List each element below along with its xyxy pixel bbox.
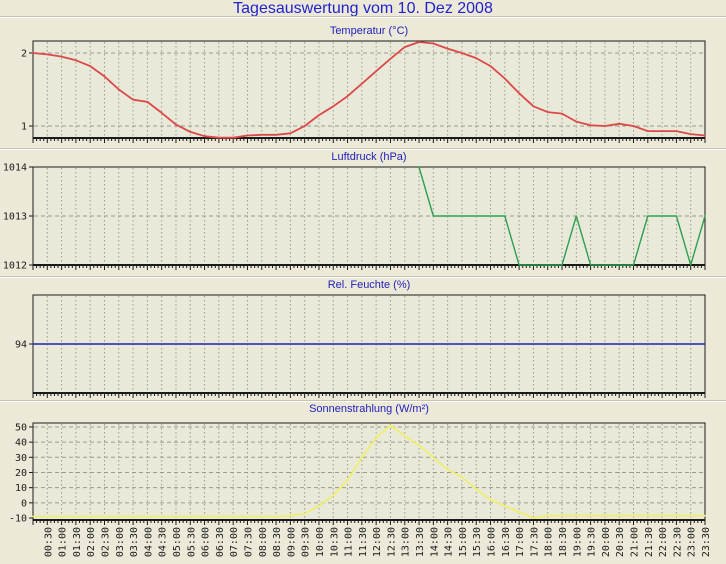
x-tick-label: 23:30 <box>701 527 712 557</box>
x-tick-label: 12:30 <box>386 527 397 557</box>
x-tick-label: 09:00 <box>286 527 297 557</box>
x-tick-label: 02:00 <box>86 527 97 557</box>
luftdruck-line <box>418 166 706 266</box>
luftdruck-ytick-label: 1014 <box>3 163 27 174</box>
x-tick-label: 07:00 <box>229 527 240 557</box>
x-tick-label: 10:30 <box>329 527 340 557</box>
feuchte-ytick-label: 94 <box>15 340 27 351</box>
x-tick-label: 16:00 <box>487 527 498 557</box>
x-tick-label: 03:00 <box>115 527 126 557</box>
humidity-chart-title: Rel. Feuchte (%) <box>327 279 411 291</box>
x-tick-label: 05:30 <box>186 527 197 557</box>
x-tick-label: 21:00 <box>630 527 641 557</box>
separator-line <box>0 276 726 278</box>
luftdruck-ytick-label: 1012 <box>3 261 27 272</box>
sonnenstrahlung-ytick-label: 20 <box>15 468 27 479</box>
x-tick-label: 01:30 <box>72 527 83 557</box>
temperatur-ytick-label: 1 <box>21 122 27 133</box>
solar-chart-title: Sonnenstrahlung (W/m²) <box>309 403 429 415</box>
x-tick-label: 15:30 <box>472 527 483 557</box>
x-tick-label: 16:30 <box>501 527 512 557</box>
luftdruck-chart: 1014 1013 1012 <box>3 163 706 272</box>
sonnenstrahlung-ytick-label: 10 <box>15 483 27 494</box>
x-tick-label: 10:00 <box>315 527 326 557</box>
x-tick-label: 07:30 <box>243 527 254 557</box>
separator-line <box>0 400 726 402</box>
x-tick-label: 11:00 <box>344 527 355 557</box>
page-title: Tagesauswertung vom 10. Dez 2008 <box>233 0 493 17</box>
sonnenstrahlung-ytick-label: 50 <box>15 422 27 433</box>
sonnenstrahlung-ytick-label: 30 <box>15 453 27 464</box>
x-tick-label: 03:30 <box>129 527 140 557</box>
x-tick-label: 02:30 <box>100 527 111 557</box>
temperatur-line <box>32 41 706 139</box>
x-tick-label: 18:30 <box>558 527 569 557</box>
sonnenstrahlung-ytick-label: 0 <box>21 498 27 509</box>
x-tick-label: 15:00 <box>458 527 469 557</box>
x-tick-label: 20:30 <box>615 527 626 557</box>
x-tick-label: 08:00 <box>258 527 269 557</box>
temperature-chart-title: Temperatur (°C) <box>329 25 409 37</box>
x-axis-labels: 00:30 01:00 01:30 02:00 02:30 03:00 03:30 04:00… <box>43 527 712 557</box>
separator-line <box>0 148 726 150</box>
x-tick-label: 23:00 <box>687 527 698 557</box>
x-tick-label: 04:00 <box>143 527 154 557</box>
x-tick-label: 00:30 <box>43 527 54 557</box>
feuchte-chart: 94 <box>15 294 706 398</box>
x-tick-label: 17:30 <box>529 527 540 557</box>
sonnenstrahlung-ytick-label: 40 <box>15 438 27 449</box>
x-tick-label: 13:00 <box>401 527 412 557</box>
x-tick-label: 20:00 <box>601 527 612 557</box>
x-tick-label: 12:00 <box>372 527 383 557</box>
x-tick-label: 13:30 <box>415 527 426 557</box>
sonnenstrahlung-chart: 50 40 30 20 10 0 -10 <box>9 422 706 525</box>
x-tick-label: 21:30 <box>644 527 655 557</box>
x-tick-label: 06:30 <box>215 527 226 557</box>
x-tick-label: 17:00 <box>515 527 526 557</box>
x-tick-label: 08:30 <box>272 527 283 557</box>
x-tick-label: 09:30 <box>301 527 312 557</box>
x-tick-label: 05:00 <box>172 527 183 557</box>
x-tick-label: 22:00 <box>658 527 669 557</box>
pressure-chart-title: Luftdruck (hPa) <box>331 151 407 163</box>
x-tick-label: 04:30 <box>158 527 169 557</box>
x-tick-label: 14:00 <box>429 527 440 557</box>
x-tick-label: 01:00 <box>58 527 69 557</box>
temperatur-chart: 21 <box>21 40 706 143</box>
luftdruck-ytick-label: 1013 <box>3 212 27 223</box>
x-tick-label: 19:30 <box>587 527 598 557</box>
x-tick-label: 06:00 <box>201 527 212 557</box>
x-tick-label: 18:00 <box>544 527 555 557</box>
x-tick-label: 11:30 <box>358 527 369 557</box>
x-tick-label: 19:00 <box>572 527 583 557</box>
x-tick-label: 14:30 <box>444 527 455 557</box>
separator-line <box>0 16 726 18</box>
x-tick-label: 22:30 <box>672 527 683 557</box>
sonnenstrahlung-line <box>32 424 706 519</box>
sonnenstrahlung-ytick-label: -10 <box>9 514 27 525</box>
temperatur-ytick-label: 2 <box>21 48 27 59</box>
